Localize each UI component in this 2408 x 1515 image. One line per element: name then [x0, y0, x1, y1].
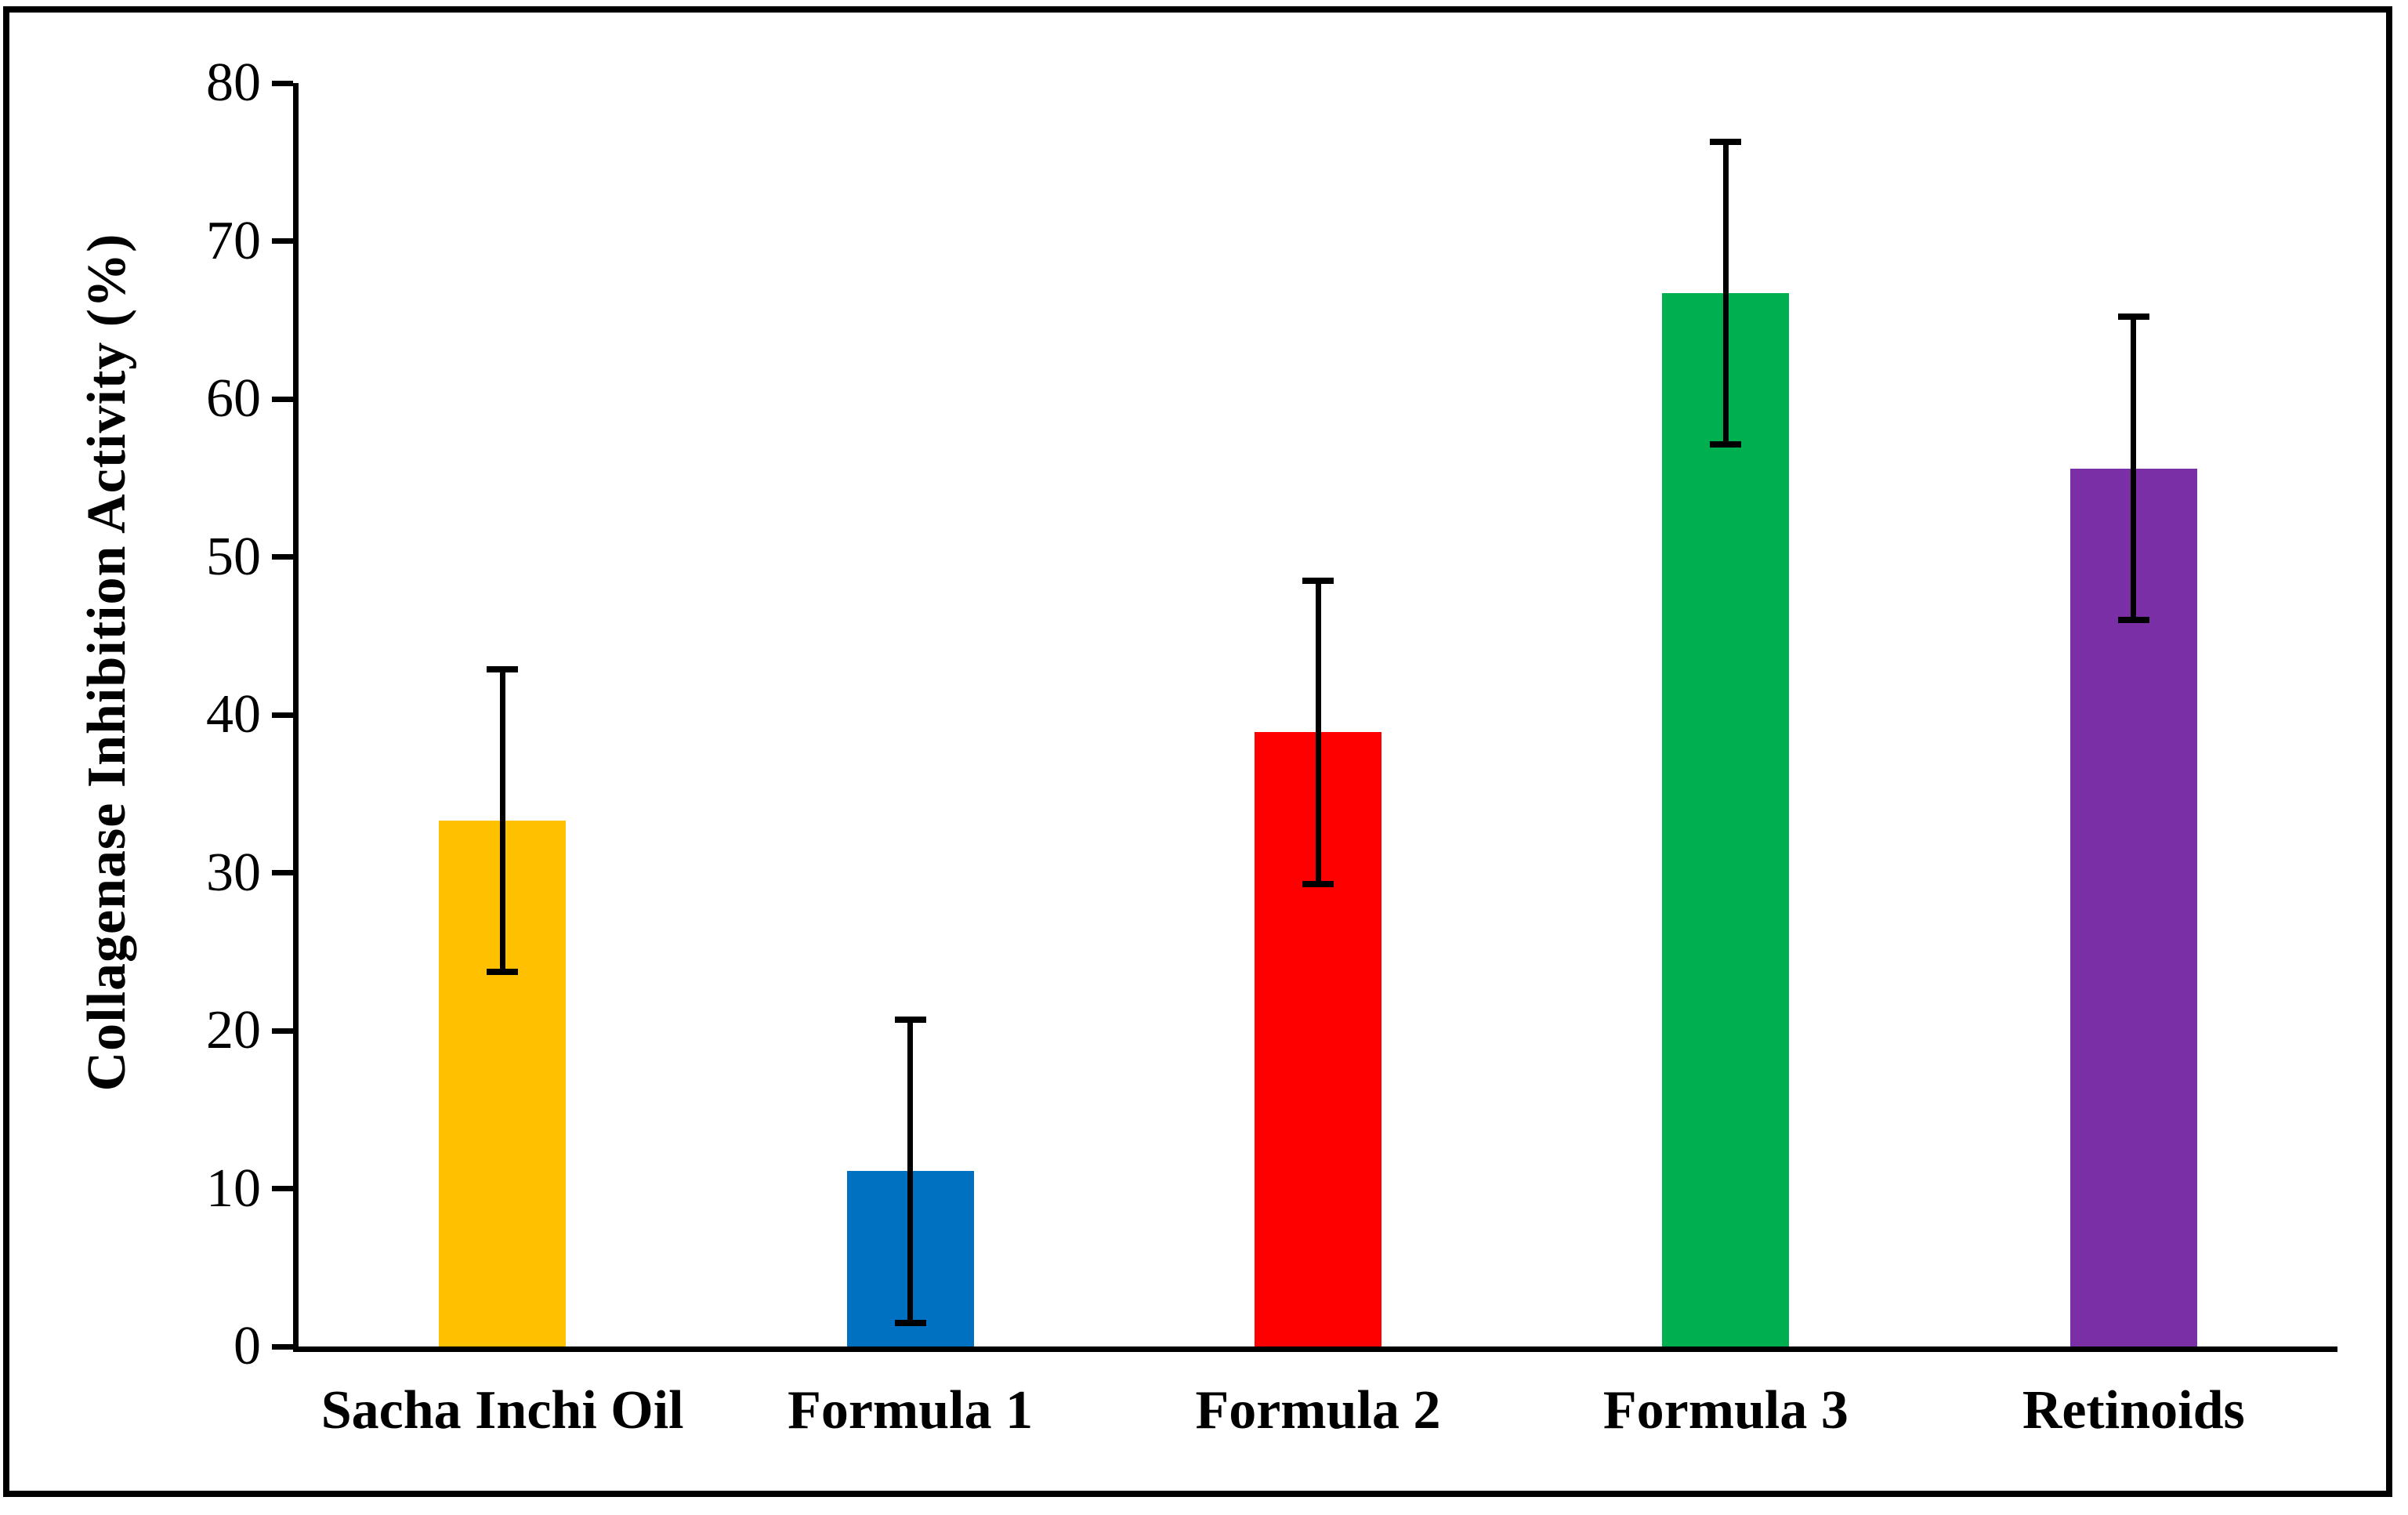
error-bar-formula-1 — [907, 1019, 914, 1323]
x-axis-label-formula-2: Formula 2 — [1195, 1380, 1441, 1441]
y-tick-label: 30 — [206, 842, 261, 903]
error-bar-cap-bottom-sacha-inchi-oil — [487, 969, 519, 976]
figure-frame — [3, 6, 2392, 1497]
y-tick-label: 60 — [206, 368, 261, 429]
x-axis-label-retinoids: Retinoids — [2022, 1380, 2245, 1441]
error-bar-retinoids — [2131, 317, 2137, 621]
error-bar-cap-bottom-formula-3 — [1710, 441, 1742, 448]
y-tick-label: 40 — [206, 684, 261, 745]
x-axis-label-sacha-inchi-oil: Sacha Inchi Oil — [320, 1380, 684, 1441]
error-bar-cap-top-formula-3 — [1710, 138, 1742, 145]
y-tick-label: 70 — [206, 210, 261, 271]
error-bar-sacha-inchi-oil — [499, 669, 505, 973]
x-axis-label-formula-1: Formula 1 — [788, 1380, 1034, 1441]
error-bar-formula-2 — [1315, 580, 1321, 884]
error-bar-cap-top-formula-2 — [1302, 577, 1334, 584]
error-bar-formula-3 — [1722, 141, 1729, 445]
plot-area: 0 10 20 30 40 50 60 70 80 Sacha Inchi Oil Formula … — [206, 56, 2337, 1440]
y-tick-mark — [272, 396, 293, 402]
y-tick-mark — [272, 80, 293, 86]
y-tick-label: 80 — [206, 53, 261, 113]
y-tick-label: 10 — [206, 1158, 261, 1219]
y-tick-mark — [272, 1186, 293, 1191]
x-axis-label-formula-3: Formula 3 — [1602, 1380, 1849, 1441]
error-bar-cap-bottom-formula-2 — [1302, 880, 1334, 887]
y-tick-mark — [272, 1343, 293, 1350]
y-tick-mark — [272, 554, 293, 560]
y-tick-mark — [272, 870, 293, 875]
y-tick-mark — [272, 238, 293, 244]
error-bar-cap-bottom-retinoids — [2117, 617, 2149, 624]
y-axis-title: Collagenase Inhibition Activity (%) — [77, 233, 137, 1092]
error-bar-cap-top-retinoids — [2117, 314, 2149, 321]
error-bar-cap-top-sacha-inchi-oil — [487, 665, 519, 672]
bar-formula-3 — [1662, 293, 1790, 1346]
y-tick-mark — [272, 712, 293, 718]
error-bar-cap-bottom-formula-1 — [894, 1319, 926, 1326]
y-tick-label: 20 — [206, 1000, 261, 1060]
y-tick-label: 50 — [206, 526, 261, 587]
y-tick-mark — [272, 1028, 293, 1034]
y-tick-label: 0 — [234, 1316, 261, 1376]
error-bar-cap-top-formula-1 — [894, 1016, 926, 1023]
